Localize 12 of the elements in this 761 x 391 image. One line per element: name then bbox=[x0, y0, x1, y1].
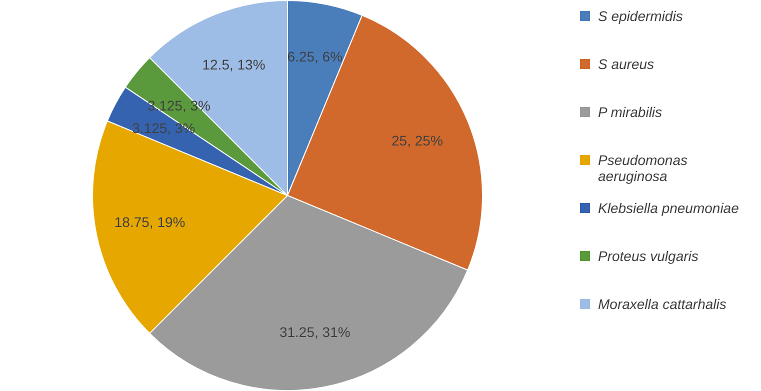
legend-label: Moraxella cattarhalis bbox=[598, 296, 726, 312]
data-label: 12.5, 13% bbox=[202, 56, 266, 73]
legend-label: Pseudomonas aeruginosa bbox=[598, 152, 689, 184]
data-label: 18.75, 19% bbox=[114, 214, 186, 230]
legend-label: Proteus vulgaris bbox=[598, 248, 698, 264]
legend-label: P mirabilis bbox=[598, 104, 662, 120]
legend-label: Klebsiella pneumoniae bbox=[598, 200, 739, 216]
data-label: 6.25, 6% bbox=[287, 48, 343, 65]
legend-label: S aureus bbox=[598, 56, 654, 72]
data-label: 25, 25% bbox=[392, 132, 443, 149]
legend-label: S epidermidis bbox=[598, 8, 683, 24]
data-label: 31.25, 31% bbox=[279, 324, 350, 340]
